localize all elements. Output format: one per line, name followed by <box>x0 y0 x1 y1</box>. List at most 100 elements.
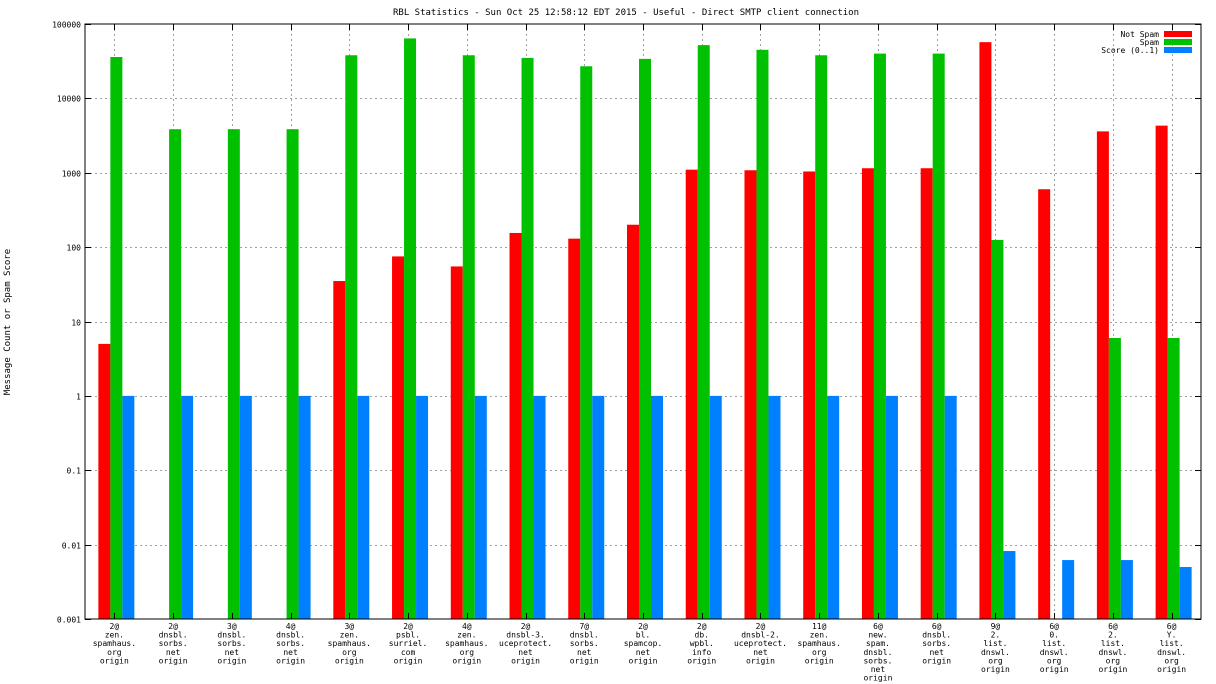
x-tick-label: 11@ zen. spamhaus. org origin <box>798 622 841 665</box>
bar-spam <box>932 53 945 619</box>
bar-spam <box>227 129 240 619</box>
bar-not-spam <box>861 168 874 619</box>
x-tick-label-line: zen. <box>105 631 124 640</box>
x-tick-label-line: origin <box>1098 665 1127 674</box>
x-tick-label-line: 6@ <box>873 622 883 631</box>
x-tick-label-line: 2@ <box>756 622 766 631</box>
x-tick-label-line: spamhaus. <box>328 639 371 648</box>
x-tick-label-line: net <box>929 648 944 657</box>
x-tick-label-line: wpbl. <box>690 639 714 648</box>
x-tick-label-line: 2@ <box>521 622 531 631</box>
x-tick-label: 6@ 0. list. dnswl. org origin <box>1040 622 1069 674</box>
x-tick-label-line: 11@ <box>812 622 827 631</box>
x-tick-label-line: dnsbl. <box>159 631 188 640</box>
bar-spam <box>462 55 475 619</box>
bar-score-0-1 <box>533 395 546 619</box>
x-tick-label-line: dnsbl. <box>276 631 305 640</box>
y-tick-label: 100000 <box>52 21 81 30</box>
x-tick-label-line: 3@ <box>344 622 354 631</box>
y-tick-label: 100 <box>67 244 82 253</box>
x-tick-label-line: dnswl. <box>1157 648 1186 657</box>
x-tick-label-line: uceprotect. <box>499 639 552 648</box>
y-tick-label: 0.001 <box>57 616 81 625</box>
x-tick-label-line: net <box>753 648 768 657</box>
x-tick-label-line: dnsbl-2. <box>741 631 780 640</box>
legend-label: Not Spam <box>1120 30 1159 39</box>
x-tick-label-line: spam. <box>866 639 890 648</box>
legend-label: Score (0..1) <box>1101 46 1159 55</box>
x-tick-label: 9@ 2. list. dnswl. org origin <box>981 622 1010 674</box>
x-tick-label-line: dnsbl. <box>863 648 892 657</box>
bar-score-0-1 <box>592 395 605 619</box>
bar-score-0-1 <box>1003 551 1016 619</box>
x-tick-label-line: sorbs. <box>159 639 188 648</box>
bar-score-0-1 <box>474 395 487 619</box>
x-tick-label-line: bl. <box>636 631 650 640</box>
x-tick-label-line: 6@ <box>1049 622 1059 631</box>
x-tick-label-line: origin <box>100 656 129 665</box>
x-tick-label-line: 6@ <box>932 622 942 631</box>
x-tick-label: 6@ 2. list. dnswl. org origin <box>1098 622 1127 674</box>
bar-not-spam <box>568 238 581 620</box>
x-tick-label-line: 2@ <box>697 622 707 631</box>
x-tick-label-line: list. <box>1101 639 1125 648</box>
bar-not-spam <box>1096 131 1109 619</box>
x-tick-label: 6@ new. spam. dnsbl. sorbs. net origin <box>863 622 892 683</box>
x-tick-label-line: list. <box>983 639 1007 648</box>
y-tick-label: 10 <box>71 319 81 328</box>
y-tick-label: 0.01 <box>62 542 81 551</box>
bar-score-0-1 <box>1062 560 1075 619</box>
x-tick-label-line: net <box>283 648 298 657</box>
y-tick-label: 10000 <box>57 95 81 104</box>
x-tick-label-line: spamhaus. <box>445 639 488 648</box>
bar-spam <box>404 38 417 620</box>
y-tick-label: 1 <box>76 393 81 402</box>
bar-spam <box>815 55 828 619</box>
x-tick-label-line: origin <box>1157 665 1186 674</box>
bar-spam <box>580 66 593 620</box>
x-tick-label-line: dnsbl. <box>922 631 951 640</box>
x-tick-label-line: surriel. <box>389 639 428 648</box>
bar-spam <box>1108 338 1121 619</box>
x-tick-label-line: 6@ <box>1167 622 1177 631</box>
x-tick-label-line: 2. <box>1108 631 1118 640</box>
bar-not-spam <box>627 224 639 619</box>
x-tick-label: 3@ zen. spamhaus. org origin <box>328 622 371 665</box>
x-tick-label-line: 4@ <box>462 622 472 631</box>
x-tick-label-line: 6@ <box>1108 622 1118 631</box>
x-tick-label-line: db. <box>695 631 709 640</box>
x-tick-label-line: new. <box>868 631 887 640</box>
x-tick-label-line: net <box>871 665 886 674</box>
x-tick-label: 4@ zen. spamhaus. org origin <box>445 622 488 665</box>
bar-not-spam <box>803 171 816 619</box>
bar-score-0-1 <box>181 395 194 619</box>
bar-not-spam <box>1155 125 1168 620</box>
x-tick-label-line: origin <box>276 656 305 665</box>
bar-spam <box>286 129 299 619</box>
x-tick-label: 7@ dnsbl. sorbs. net origin <box>570 622 599 665</box>
bar-score-0-1 <box>122 395 135 619</box>
y-axis-label: Message Count or Spam Score <box>3 249 13 395</box>
bar-score-0-1 <box>768 395 781 619</box>
y-tick-label: 0.1 <box>67 467 82 476</box>
bar-spam <box>345 55 358 619</box>
bar-not-spam <box>920 168 933 619</box>
x-tick-label-line: 2@ <box>403 622 413 631</box>
x-tick-label-line: origin <box>452 656 481 665</box>
x-tick-label-line: net <box>166 648 181 657</box>
x-tick-label-line: 2. <box>991 631 1001 640</box>
x-tick-label-line: 2@ <box>638 622 648 631</box>
bar-not-spam <box>98 343 111 619</box>
x-tick-label-line: origin <box>511 656 540 665</box>
x-tick-label-line: origin <box>629 656 658 665</box>
bars <box>98 38 1192 620</box>
bar-spam <box>991 239 1004 620</box>
x-tick-label-line: zen. <box>810 631 829 640</box>
bar-spam <box>639 58 651 620</box>
x-tick-label-line: org <box>812 648 827 657</box>
x-tick-label-line: origin <box>335 656 364 665</box>
x-tick-label: 2@ psbl. surriel. com origin <box>389 622 428 665</box>
bar-not-spam <box>1038 189 1051 619</box>
x-tick-label-line: sorbs. <box>217 639 246 648</box>
